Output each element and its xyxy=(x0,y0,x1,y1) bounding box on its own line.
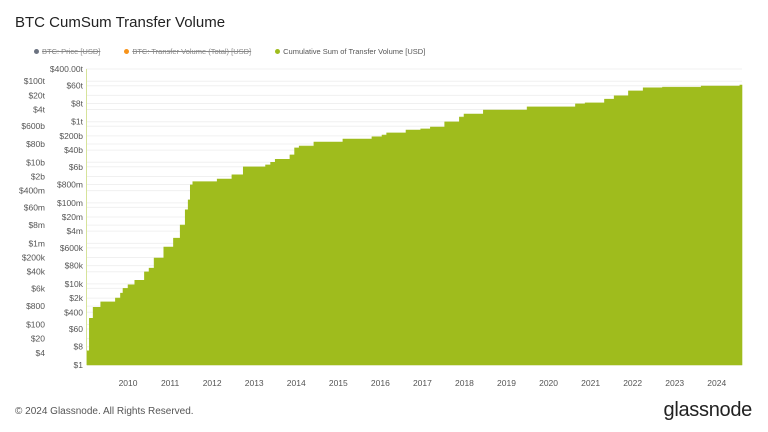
y-tick-label: $6k xyxy=(31,283,45,293)
y-tick-label: $60 xyxy=(69,324,83,334)
y-tick-label: $10b xyxy=(26,157,45,167)
x-tick-label: 2018 xyxy=(455,378,474,388)
y-tick-label: $80b xyxy=(26,139,45,149)
chart-title: BTC CumSum Transfer Volume xyxy=(15,14,226,31)
y-tick-label: $60m xyxy=(24,202,45,212)
x-tick-label: 2019 xyxy=(497,378,516,388)
y-tick-label: $20t xyxy=(28,90,45,100)
y-tick-label: $100 xyxy=(26,319,45,329)
legend-dot-icon xyxy=(34,49,39,54)
x-tick-label: 2023 xyxy=(665,378,684,388)
y-tick-label: $20 xyxy=(31,334,45,344)
x-tick-label: 2014 xyxy=(287,378,306,388)
y-tick-label: $8 xyxy=(74,342,84,352)
y-tick-label: $600k xyxy=(60,243,84,253)
y-tick-label: $60t xyxy=(66,81,83,91)
y-tick-label: $400 xyxy=(64,307,83,317)
x-tick-label: 2022 xyxy=(623,378,642,388)
y-tick-label: $1m xyxy=(28,238,45,248)
cumulative-sum-area xyxy=(86,84,743,366)
y-tick-label: $2b xyxy=(31,171,45,181)
legend: BTC: Price [USD] BTC: Transfer Volume (T… xyxy=(34,47,425,56)
x-tick-label: 2021 xyxy=(581,378,600,388)
y-tick-label: $100t xyxy=(24,76,46,86)
y-tick-label: $200k xyxy=(22,253,46,263)
y-tick-label: $4 xyxy=(36,348,46,358)
y-tick-label: $8t xyxy=(71,98,83,108)
x-tick-label: 2017 xyxy=(413,378,432,388)
y-tick-label: $1t xyxy=(71,117,83,127)
x-tick-label: 2011 xyxy=(161,378,180,388)
y-tick-label: $6b xyxy=(69,162,83,172)
y-tick-label: $400m xyxy=(19,186,45,196)
x-tick-label: 2016 xyxy=(371,378,390,388)
y-tick-label: $20m xyxy=(62,212,83,222)
legend-dot-icon xyxy=(275,49,281,54)
legend-item-btc-price[interactable]: BTC: Price [USD] xyxy=(34,47,100,56)
x-tick-label: 2024 xyxy=(707,378,726,388)
y-tick-label: $2k xyxy=(69,293,83,303)
legend-dot-icon xyxy=(124,49,130,54)
y-tick-label: $4m xyxy=(66,226,83,236)
y-tick-label: $10k xyxy=(65,279,84,289)
y-tick-label: $100m xyxy=(57,198,83,208)
y-tick-label: $800 xyxy=(26,301,45,311)
x-tick-label: 2010 xyxy=(119,378,138,388)
y-tick-label: $4t xyxy=(33,105,45,115)
y-tick-label: $400.00t xyxy=(50,64,84,74)
y-tick-label: $80k xyxy=(65,261,84,271)
glassnode-logo: glassnode xyxy=(663,399,753,421)
legend-item-cumulative-sum[interactable]: Cumulative Sum of Transfer Volume [USD] xyxy=(275,47,425,56)
copyright: © 2024 Glassnode. All Rights Reserved. xyxy=(15,406,194,417)
y-tick-label: $800m xyxy=(57,180,83,190)
y-tick-label: $40k xyxy=(27,267,46,277)
y-tick-label: $40b xyxy=(64,145,83,155)
x-tick-label: 2013 xyxy=(245,378,264,388)
x-tick-label: 2015 xyxy=(329,378,348,388)
legend-item-transfer-volume[interactable]: BTC: Transfer Volume (Total) [USD] xyxy=(124,47,251,56)
x-tick-label: 2020 xyxy=(539,378,558,388)
x-tick-label: 2012 xyxy=(203,378,222,388)
y-tick-label: $8m xyxy=(28,220,45,230)
y-tick-label: $1 xyxy=(74,360,84,370)
y-tick-label: $200b xyxy=(59,131,83,141)
y-tick-label: $600b xyxy=(21,121,45,131)
